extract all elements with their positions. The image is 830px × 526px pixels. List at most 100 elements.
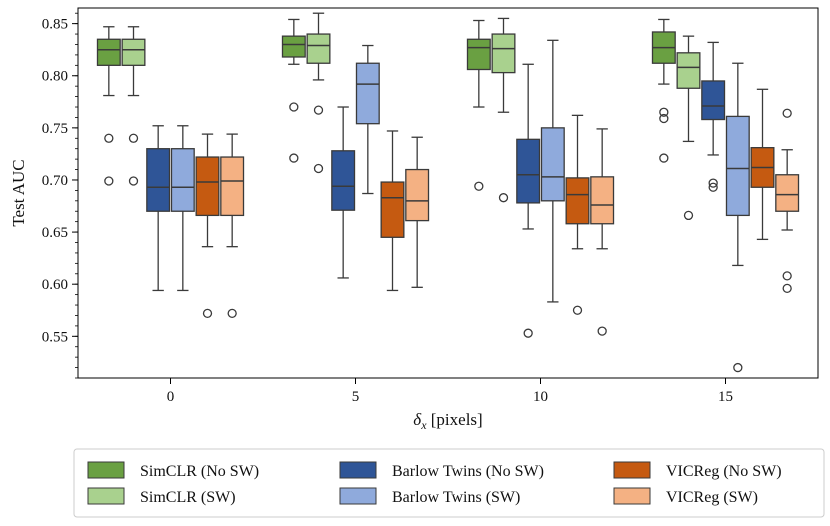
x-axis-label-symbol: δ [413,410,422,429]
legend-label: VICReg (SW) [666,489,758,506]
box-group [565,114,590,315]
outlier-point [659,113,669,124]
legend-swatch [87,487,125,505]
box-group [96,26,121,186]
box-group [775,108,800,294]
box-iqr [701,80,726,121]
box-iqr [195,156,220,217]
outlier-point [782,283,792,294]
legend-label: SimCLR (SW) [140,489,236,506]
outlier-point [498,193,509,203]
box-group [405,136,430,288]
box-iqr [96,38,121,66]
legend-item: Barlow Twins (SW) [339,487,520,506]
outlier-point [128,133,139,143]
outlier-point [523,328,533,338]
box-group [170,125,195,292]
box-iqr [565,177,590,225]
box-group [725,62,750,373]
legend-item: SimCLR (No SW) [87,461,259,480]
outlier-point [782,108,792,118]
box-group [676,35,701,221]
x-axis-label-units: [pixels] [427,410,483,429]
box-iqr [590,176,615,225]
box-group [331,106,356,279]
outlier-point [202,308,213,319]
box-iqr [170,148,195,212]
box-iqr [491,33,516,74]
x-axis-label-subscript: x [420,418,427,432]
box-group [701,41,726,192]
box-group [651,18,676,163]
outlier-point [572,305,583,315]
plot-frame [77,7,819,379]
x-tick-label: 0 [167,389,175,405]
x-tick-label: 10 [533,389,548,405]
outlier-point [659,153,669,163]
outlier-point [313,105,324,115]
box-iqr [725,115,750,217]
outlier-point [708,182,718,192]
outlier-point [289,102,299,112]
box-iqr [121,38,146,66]
box-iqr [405,168,430,222]
box-group [590,128,615,336]
y-tick-label: 0.70 [42,173,68,189]
outlier-point [128,176,139,186]
legend-item: Barlow Twins (No SW) [339,461,544,480]
box-group [121,26,146,186]
legend-label: Barlow Twins (SW) [392,489,520,506]
y-axis-label: Test AUC [9,159,28,226]
box-iqr [331,150,356,211]
box-iqr [220,156,245,217]
box-iqr [380,181,405,238]
y-tick-label: 0.80 [42,69,68,85]
legend-label: SimCLR (No SW) [140,463,259,480]
legend-item: SimCLR (SW) [87,487,236,506]
outlier-point [474,181,484,191]
legend-frame [73,448,825,518]
box-iqr [306,33,331,64]
box-iqr [466,38,491,71]
outlier-point [227,308,237,319]
legend-swatch [339,461,377,479]
y-tick-label: 0.65 [42,225,68,241]
box-group [380,130,405,292]
legend-swatch [613,487,651,505]
box-iqr [355,62,380,125]
box-group [540,39,565,303]
outlier-point [659,107,669,117]
box-group [220,133,245,319]
x-axis: 0 5 10 15 [167,378,733,405]
outlier-point [104,176,114,186]
box-group [355,44,380,195]
outlier-point [597,326,607,336]
legend-swatch [613,461,651,479]
box-group [466,19,491,191]
box-group [516,63,541,338]
x-tick-label: 15 [718,389,733,405]
plot-area [96,12,800,373]
box-group [281,18,306,163]
x-axis-label: δx [pixels] [413,410,482,432]
outlier-point [708,178,718,188]
legend-swatch [339,487,377,505]
legend-swatch [87,461,125,479]
legend-item: VICReg (SW) [613,487,758,506]
outlier-point [733,362,743,373]
box-iqr [540,127,565,202]
y-tick-label: 0.55 [42,329,68,345]
legend-item: VICReg (No SW) [613,461,782,480]
legend: SimCLR (No SW) SimCLR (SW) Barlow Twins (N… [73,448,825,518]
outlier-point [289,153,299,163]
y-tick-label: 0.85 [42,17,68,33]
outlier-point [313,163,324,174]
box-group [146,125,171,292]
box-iqr [676,52,701,89]
legend-label: VICReg (No SW) [666,463,782,480]
outlier-point [104,133,114,143]
outlier-point [683,210,694,221]
box-iqr [516,138,541,204]
